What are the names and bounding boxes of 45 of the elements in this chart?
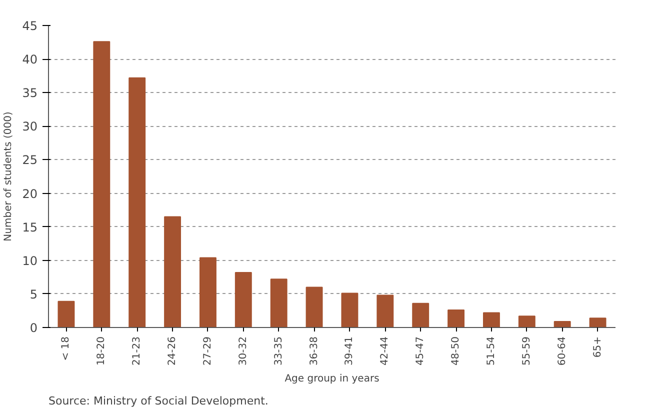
bar: [412, 302, 430, 328]
bar: [518, 316, 536, 328]
bar: [234, 272, 252, 328]
bar: [448, 310, 465, 328]
x-tick-label: 45-47: [415, 336, 426, 366]
x-tick-label: 55-59: [521, 336, 532, 366]
x-tick-label: 60-64: [556, 336, 568, 366]
x-axis-title: Age group in years: [284, 374, 380, 385]
x-tick-label: 30-32: [238, 336, 249, 366]
y-tick-label: 5: [30, 287, 38, 302]
bar: [341, 292, 358, 328]
x-tick-label: < 18: [60, 336, 72, 361]
x-tick-label: 33-35: [273, 336, 284, 366]
y-tick-label: 0: [30, 321, 38, 335]
x-tick-label: 24-26: [167, 336, 178, 366]
x-tick-label: 21-23: [132, 336, 143, 366]
bar: [93, 41, 110, 328]
y-tick-label: 30: [22, 120, 38, 134]
y-tick-label: 10: [22, 254, 38, 268]
bar: [58, 300, 75, 328]
source-note: Source: Ministry of Social Development.: [48, 394, 268, 408]
bar: [376, 294, 394, 328]
bar: [270, 278, 288, 328]
y-tick-label: 45: [22, 19, 38, 33]
bar: [554, 320, 571, 328]
y-tick-label: 40: [22, 52, 38, 67]
bar: [128, 77, 146, 328]
y-tick-label: 15: [22, 220, 38, 234]
bar: [199, 257, 216, 328]
x-tick-label: 18-20: [96, 336, 108, 366]
y-tick-label: 35: [22, 86, 38, 100]
x-tick-label: 42-44: [380, 336, 391, 366]
bar: [306, 286, 323, 328]
x-tick-label: 36-38: [308, 336, 320, 366]
y-tick-label: 20: [22, 186, 38, 201]
y-tick-label: 25: [22, 153, 38, 168]
x-tick-label: 39-41: [344, 336, 356, 366]
x-tick-label: 65+: [592, 336, 604, 358]
y-axis-title: Number of students (000): [3, 112, 14, 242]
bar: [589, 318, 606, 328]
x-tick-label: 48-50: [450, 336, 462, 366]
x-tick-label: 51-54: [486, 336, 497, 366]
x-tick-label: 27-29: [202, 336, 214, 366]
bar: [482, 312, 500, 328]
bar: [164, 216, 182, 328]
